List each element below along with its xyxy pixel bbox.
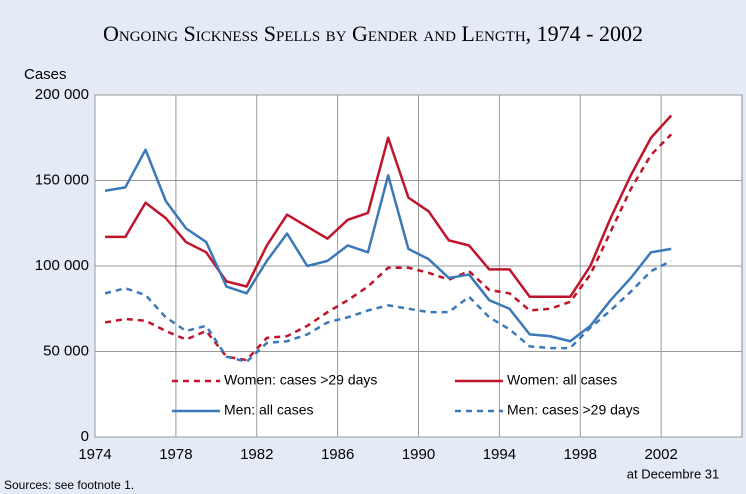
y-tick-label: 150 000 bbox=[35, 171, 89, 188]
x-tick-label: 1982 bbox=[240, 446, 273, 463]
legend-label: Men: cases >29 days bbox=[507, 402, 640, 418]
x-tick-label: 1994 bbox=[483, 446, 516, 463]
source: Sources: see footnote 1. bbox=[4, 478, 134, 492]
x-note: at Decembre 31 bbox=[627, 466, 720, 481]
y-tick-label: 200 000 bbox=[35, 86, 89, 103]
legend-label: Women: all cases bbox=[507, 372, 617, 388]
y-tick-label: 50 000 bbox=[43, 342, 89, 359]
series-line bbox=[104, 148, 672, 343]
series-line bbox=[104, 133, 673, 362]
legend-label: Women: cases >29 days bbox=[224, 372, 377, 388]
series-line bbox=[104, 259, 672, 364]
legend-label: Men: all cases bbox=[224, 402, 313, 418]
x-tick-label: 1978 bbox=[159, 446, 192, 463]
chart-title: Ongoing Sickness Spells by Gender and Le… bbox=[103, 21, 643, 46]
series-line bbox=[105, 114, 673, 299]
x-tick-label: 1990 bbox=[402, 446, 435, 463]
x-tick-label: 1986 bbox=[321, 446, 354, 463]
x-tick-label: 1974 bbox=[78, 446, 111, 463]
y-tick-label: 0 bbox=[81, 428, 89, 445]
y-tick-label: 100 000 bbox=[35, 257, 89, 274]
y-axis-label: Cases bbox=[24, 66, 67, 83]
x-tick-label: 1998 bbox=[564, 446, 597, 463]
x-tick-label: 2002 bbox=[644, 446, 677, 463]
